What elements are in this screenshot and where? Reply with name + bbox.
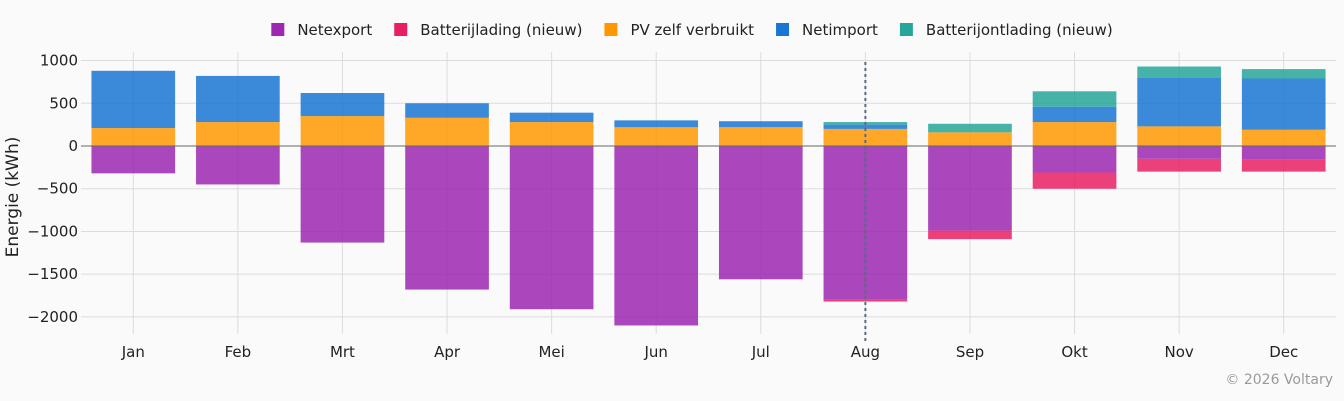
legend-swatch-netimport — [776, 23, 790, 36]
x-tick-label: Mei — [538, 343, 564, 361]
y-tick-label: −2000 — [27, 308, 78, 326]
bar-segment-batterijontlading-nieuw-dec — [1241, 69, 1326, 79]
y-tick-label: −500 — [37, 180, 78, 198]
bar-segment-netexport-feb — [196, 146, 280, 185]
y-axis-label: Energie (kWh) — [3, 137, 23, 258]
legend-swatch-batterijontlading-nieuw — [899, 23, 913, 36]
bar-segment-netexport-okt — [1032, 146, 1117, 173]
bar-segment-pv-zelf-verbruikt-feb — [196, 122, 280, 146]
bar-segment-batterijlading-nieuw-aug — [823, 299, 908, 302]
legend-swatch-pv-zelf-verbruikt — [604, 23, 618, 36]
bar-segment-pv-zelf-verbruikt-jan — [91, 128, 176, 146]
x-tick-label: Mrt — [330, 343, 355, 361]
bar-segment-netexport-mrt — [300, 146, 385, 243]
bars — [91, 66, 1326, 326]
bar-segment-pv-zelf-verbruikt-mrt — [300, 116, 385, 146]
bar-segment-netexport-dec — [1241, 146, 1326, 160]
bar-segment-netimport-feb — [196, 75, 280, 123]
bar-segment-netexport-jan — [91, 146, 176, 174]
bar-segment-pv-zelf-verbruikt-jul — [718, 127, 803, 146]
bar-segment-pv-zelf-verbruikt-nov — [1137, 126, 1221, 146]
legend-label-netimport: Netimport — [802, 21, 878, 39]
x-tick-label: Jun — [643, 343, 667, 361]
bar-segment-netimport-dec — [1241, 78, 1326, 130]
y-tick-label: 1000 — [40, 52, 78, 70]
bar-segment-netimport-mei — [509, 112, 594, 123]
x-tick-label: Aug — [851, 343, 880, 361]
bar-segment-batterijlading-nieuw-sep — [928, 230, 1012, 240]
bar-segment-netexport-apr — [405, 146, 489, 290]
bar-segment-batterijontlading-nieuw-nov — [1137, 66, 1221, 78]
x-tick-label: Sep — [956, 343, 984, 361]
bar-segment-netimport-nov — [1137, 77, 1221, 127]
bar-segment-pv-zelf-verbruikt-dec — [1241, 129, 1326, 146]
bar-segment-pv-zelf-verbruikt-aug — [823, 128, 908, 146]
y-tick-label: 0 — [68, 137, 78, 155]
bar-segment-pv-zelf-verbruikt-mei — [509, 122, 594, 146]
legend-label-netexport: Netexport — [297, 21, 372, 39]
bar-segment-netexport-jul — [718, 146, 803, 280]
bar-segment-pv-zelf-verbruikt-okt — [1032, 122, 1117, 146]
bar-segment-netexport-aug — [823, 146, 908, 300]
legend: Netexport Batterijlading (nieuw) PV zelf v… — [271, 21, 1113, 39]
bar-segment-batterijlading-nieuw-dec — [1241, 159, 1326, 172]
bar-segment-batterijontlading-nieuw-okt — [1032, 91, 1117, 107]
x-tick-label: Feb — [225, 343, 252, 361]
bar-segment-pv-zelf-verbruikt-sep — [928, 132, 1012, 146]
legend-swatch-batterijlading-nieuw — [394, 23, 408, 36]
bar-segment-netimport-okt — [1032, 106, 1117, 123]
copyright-text: © 2026 Voltary — [1225, 372, 1333, 388]
bar-segment-netimport-jul — [718, 121, 803, 128]
bar-segment-netimport-apr — [405, 103, 489, 118]
bar-segment-batterijlading-nieuw-nov — [1137, 158, 1221, 172]
legend-swatch-netexport — [271, 23, 285, 36]
legend-label-pv-zelf-verbruikt: PV zelf verbruikt — [630, 21, 754, 39]
bar-segment-netexport-jun — [614, 146, 699, 326]
legend-label-batterijontlading-nieuw: Batterijontlading (nieuw) — [926, 21, 1113, 39]
bar-segment-netimport-jun — [614, 120, 699, 128]
bar-segment-netimport-jan — [91, 70, 176, 129]
x-tick-label: Jul — [751, 343, 770, 361]
y-tick-label: −1500 — [27, 265, 78, 283]
x-tick-label: Jan — [121, 343, 145, 361]
bar-segment-netexport-nov — [1137, 146, 1221, 159]
y-tick-label: 500 — [49, 94, 78, 112]
bar-segment-netexport-sep — [928, 146, 1012, 231]
y-tick-label: −1000 — [27, 222, 78, 240]
x-tick-label: Okt — [1061, 343, 1087, 361]
bar-segment-pv-zelf-verbruikt-apr — [405, 117, 489, 146]
bar-segment-batterijontlading-nieuw-sep — [928, 123, 1012, 133]
axes: 1000 500 0 −500 −1000 −1500 −2000 Jan Feb Mrt Apr M… — [27, 52, 1336, 361]
bar-segment-netexport-mei — [509, 146, 594, 310]
bar-segment-pv-zelf-verbruikt-jun — [614, 127, 699, 146]
bar-segment-batterijlading-nieuw-okt — [1032, 172, 1117, 189]
bar-segment-netimport-mrt — [300, 93, 385, 117]
x-tick-label: Nov — [1164, 343, 1193, 361]
legend-label-batterijlading-nieuw: Batterijlading (nieuw) — [420, 21, 582, 39]
bar-segment-netimport-aug — [823, 124, 908, 129]
x-tick-label: Dec — [1269, 343, 1298, 361]
x-tick-label: Apr — [434, 343, 461, 361]
